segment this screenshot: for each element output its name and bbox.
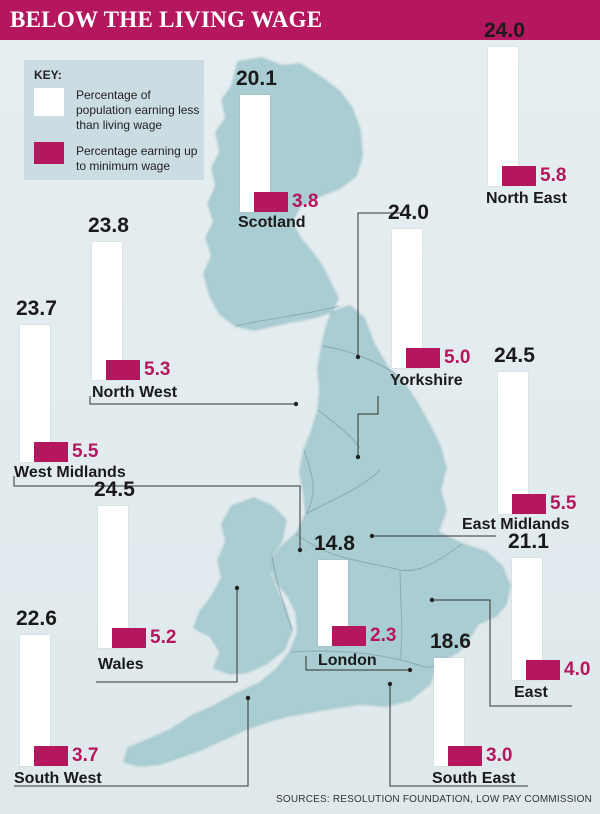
dot-yorkshire <box>355 454 361 460</box>
bar-minimum-wage-south-east <box>448 746 482 766</box>
bar-minimum-wage-north-east <box>502 166 536 186</box>
bar-living-wage-north-east <box>488 46 518 186</box>
value-label-minimum-north-west: 5.3 <box>144 359 171 380</box>
value-label-total-london: 14.8 <box>314 532 355 556</box>
dot-east <box>429 597 435 603</box>
title-bar: BELOW THE LIVING WAGE <box>0 0 600 40</box>
region-label-scotland: Scotland <box>238 214 306 231</box>
dot-east-midlands <box>369 533 375 539</box>
bar-living-wage-wales <box>98 505 128 648</box>
bar-living-wage-south-west <box>20 634 50 766</box>
dot-south-east <box>387 681 393 687</box>
region-label-wales: Wales <box>98 656 144 673</box>
value-label-total-north-west: 23.8 <box>88 213 129 237</box>
source-note: SOURCES: RESOLUTION FOUNDATION, LOW PAY … <box>276 794 592 805</box>
value-label-total-south-east: 18.6 <box>430 630 471 654</box>
region-label-south-west: South West <box>14 770 102 787</box>
bar-minimum-wage-wales <box>112 628 146 648</box>
bar-living-wage-yorkshire <box>392 228 422 368</box>
region-label-west-midlands: West Midlands <box>14 464 126 481</box>
map-wales <box>193 497 293 675</box>
leader-south-west <box>14 698 249 787</box>
value-label-total-east-midlands: 24.5 <box>494 343 535 367</box>
value-label-minimum-north-east: 5.8 <box>540 165 567 186</box>
region-label-london: London <box>318 652 377 669</box>
leader-north-west <box>89 396 296 405</box>
value-label-total-south-west: 22.6 <box>16 606 57 630</box>
region-label-yorkshire: Yorkshire <box>390 372 463 389</box>
bar-living-wage-north-west <box>92 241 122 380</box>
leader-yorkshire <box>357 396 379 457</box>
region-label-east: East <box>514 684 548 701</box>
value-label-minimum-wales: 5.2 <box>150 627 177 648</box>
region-label-north-east: North East <box>486 190 567 207</box>
value-label-total-scotland: 20.1 <box>236 67 277 91</box>
legend: KEY: Percentage of population earning le… <box>24 60 204 180</box>
legend-label-minimum-wage: Percentage earning up to minimum wage <box>76 144 198 173</box>
bar-living-wage-east-midlands <box>498 371 528 514</box>
leader-east <box>432 599 572 707</box>
value-label-total-wales: 24.5 <box>94 477 135 501</box>
value-label-total-west-midlands: 23.7 <box>16 296 57 320</box>
legend-swatch-minimum-wage <box>34 142 64 164</box>
leader-south-east <box>389 684 528 787</box>
value-label-minimum-south-west: 3.7 <box>72 745 99 766</box>
dot-north-west <box>293 401 299 407</box>
value-label-total-north-east: 24.0 <box>484 18 525 42</box>
region-label-north-west: North West <box>92 384 178 401</box>
bar-minimum-wage-north-west <box>106 360 140 380</box>
bar-minimum-wage-east <box>526 660 560 680</box>
dot-west-midlands <box>297 547 303 553</box>
value-label-minimum-south-east: 3.0 <box>486 745 513 766</box>
dot-wales <box>234 585 240 591</box>
bar-minimum-wage-london <box>332 626 366 646</box>
region-label-south-east: South East <box>432 770 516 787</box>
bar-minimum-wage-scotland <box>254 192 288 212</box>
value-label-minimum-east-midlands: 5.5 <box>550 493 577 514</box>
value-label-minimum-yorkshire: 5.0 <box>444 347 471 368</box>
value-label-minimum-west-midlands: 5.5 <box>72 441 99 462</box>
dot-london <box>407 667 413 673</box>
legend-label-living-wage: Percentage of population earning less th… <box>76 88 200 132</box>
region-label-east-midlands: East Midlands <box>462 516 570 533</box>
value-label-total-yorkshire: 24.0 <box>388 200 429 224</box>
value-label-total-east: 21.1 <box>508 529 549 553</box>
leader-west-midlands <box>13 476 301 550</box>
bar-minimum-wage-yorkshire <box>406 348 440 368</box>
bar-minimum-wage-west-midlands <box>34 442 68 462</box>
bar-minimum-wage-south-west <box>34 746 68 766</box>
chart-title: BELOW THE LIVING WAGE <box>10 7 323 32</box>
bar-minimum-wage-east-midlands <box>512 494 546 514</box>
bar-living-wage-east <box>512 557 542 680</box>
map-england <box>123 305 511 767</box>
leader-london <box>305 656 410 671</box>
bar-living-wage-west-midlands <box>20 324 50 462</box>
legend-title: KEY: <box>34 68 62 82</box>
value-label-minimum-east: 4.0 <box>564 659 591 680</box>
dot-south-west <box>245 695 251 701</box>
leader-wales <box>96 588 238 683</box>
value-label-minimum-scotland: 3.8 <box>292 191 319 212</box>
value-label-minimum-london: 2.3 <box>370 625 397 646</box>
legend-swatch-living-wage <box>34 88 64 116</box>
leader-north-east <box>357 212 402 357</box>
dot-north-east <box>355 354 361 360</box>
